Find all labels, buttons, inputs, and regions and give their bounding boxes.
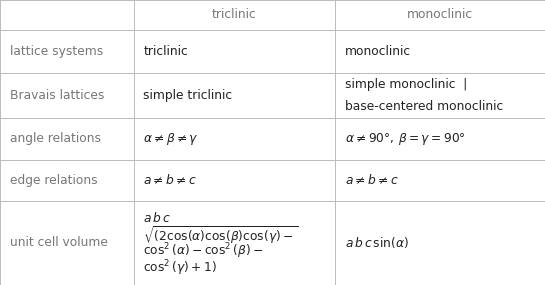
Text: $a \neq b \neq c$: $a \neq b \neq c$ bbox=[345, 173, 399, 187]
Text: angle relations: angle relations bbox=[10, 133, 101, 145]
Text: base-centered monoclinic: base-centered monoclinic bbox=[345, 100, 503, 113]
Text: lattice systems: lattice systems bbox=[10, 45, 103, 58]
Text: $a\, b\, c\, \sin(\alpha)$: $a\, b\, c\, \sin(\alpha)$ bbox=[345, 235, 409, 251]
Text: $\sqrt{(2\cos(\alpha)\cos(\beta)\cos(\gamma)-}$: $\sqrt{(2\cos(\alpha)\cos(\beta)\cos(\ga… bbox=[143, 224, 299, 246]
Text: unit cell volume: unit cell volume bbox=[10, 237, 108, 249]
Text: simple monoclinic  |: simple monoclinic | bbox=[345, 78, 467, 91]
Text: edge relations: edge relations bbox=[10, 174, 98, 187]
Text: monoclinic: monoclinic bbox=[345, 45, 411, 58]
Text: triclinic: triclinic bbox=[212, 9, 257, 21]
Text: $\cos^2(\alpha)-\cos^2(\beta)-$: $\cos^2(\alpha)-\cos^2(\beta)-$ bbox=[143, 241, 264, 261]
Text: Bravais lattices: Bravais lattices bbox=[10, 89, 104, 102]
Text: $a\, b\, c$: $a\, b\, c$ bbox=[143, 211, 171, 225]
Text: simple triclinic: simple triclinic bbox=[143, 89, 233, 102]
Text: $\alpha \neq \beta \neq \gamma$: $\alpha \neq \beta \neq \gamma$ bbox=[143, 131, 199, 147]
Text: monoclinic: monoclinic bbox=[407, 9, 473, 21]
Text: $\cos^2(\gamma)+1)$: $\cos^2(\gamma)+1)$ bbox=[143, 258, 217, 278]
Text: $a \neq b \neq c$: $a \neq b \neq c$ bbox=[143, 173, 197, 187]
Text: triclinic: triclinic bbox=[143, 45, 188, 58]
Text: $\alpha \neq 90°,\, \beta = \gamma = 90°$: $\alpha \neq 90°,\, \beta = \gamma = 90°… bbox=[345, 131, 465, 147]
